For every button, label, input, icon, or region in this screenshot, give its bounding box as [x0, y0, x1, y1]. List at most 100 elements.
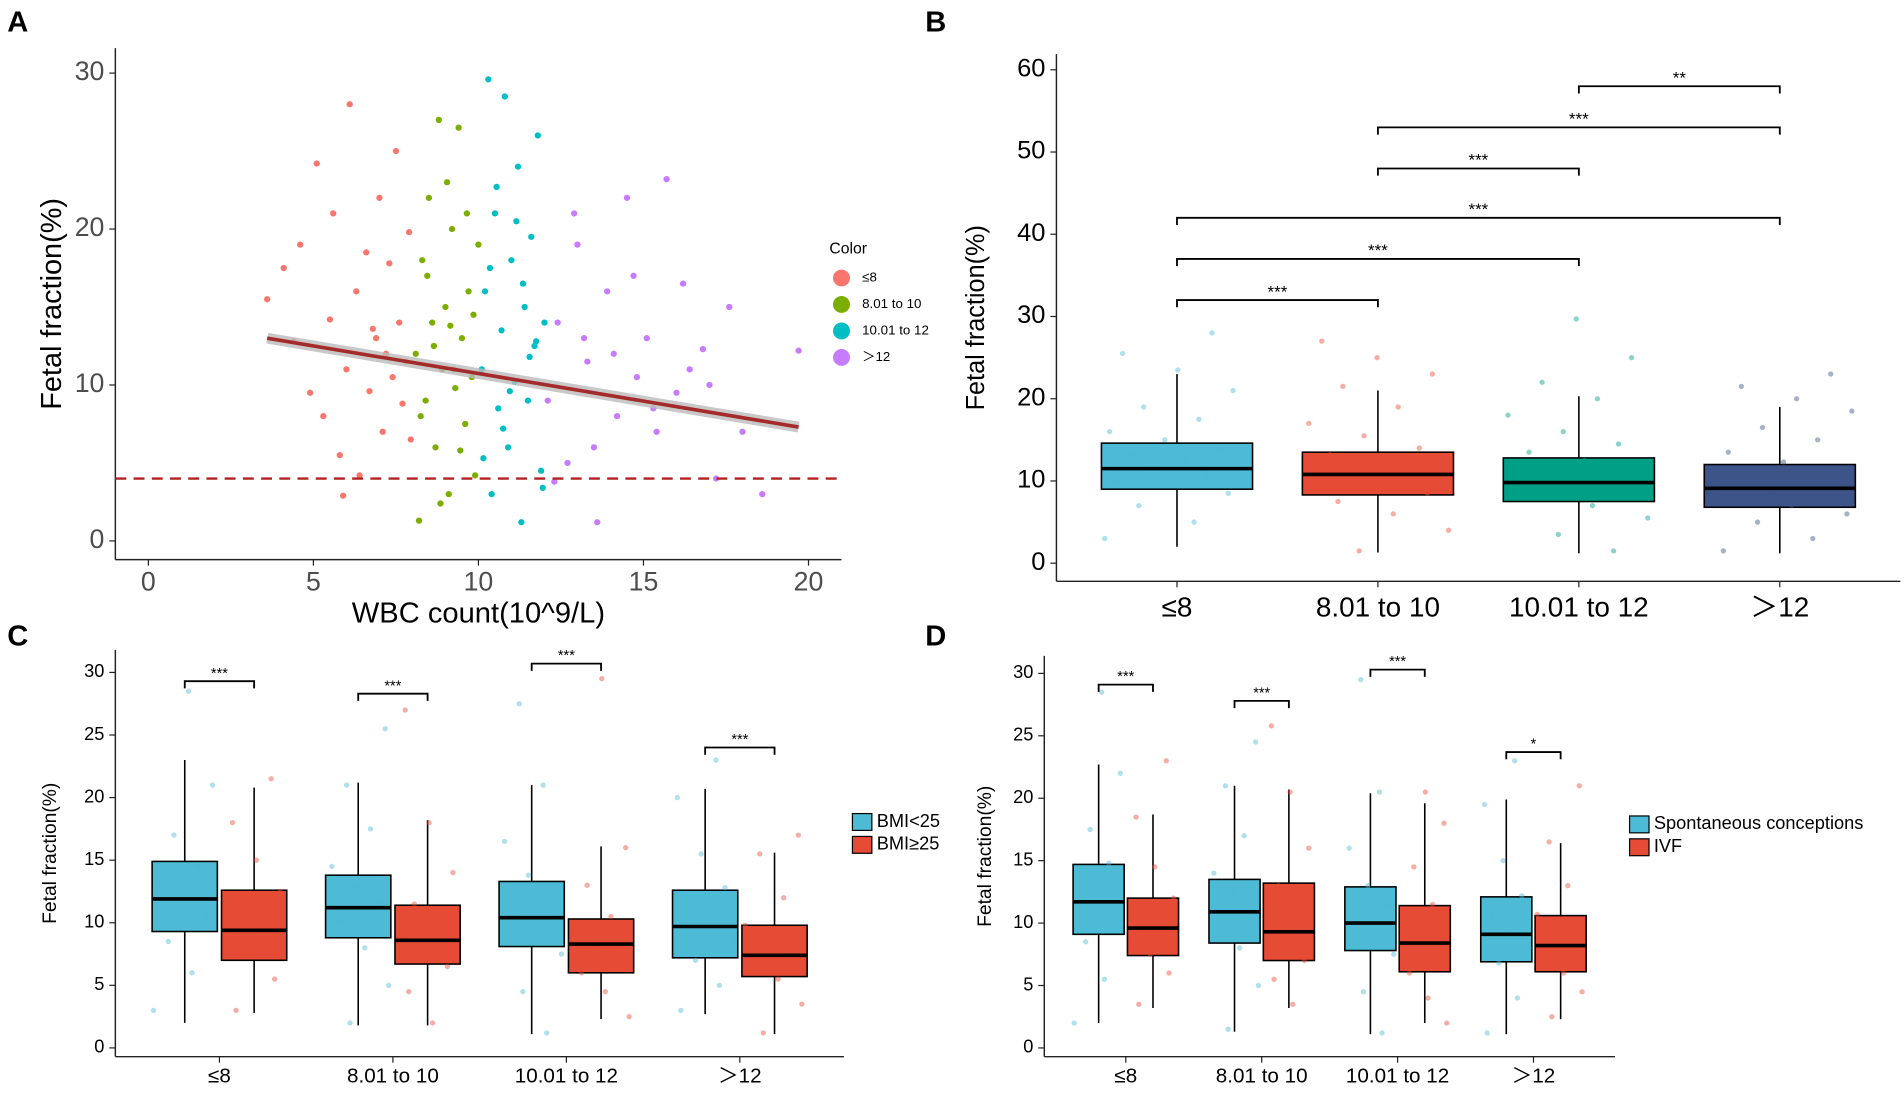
jitter-point	[1436, 954, 1443, 960]
jitter-point	[1191, 519, 1197, 525]
jitter-point	[1849, 408, 1855, 414]
jitter-point	[674, 794, 680, 801]
jitter-point	[195, 863, 201, 870]
jitter-point	[1519, 892, 1525, 899]
significance-label: ***	[1117, 669, 1134, 685]
point	[673, 389, 680, 396]
jitter-point	[1395, 404, 1401, 410]
jitter-point	[780, 895, 787, 901]
jitter-point	[362, 945, 368, 951]
jitter-point	[578, 970, 585, 976]
point	[336, 452, 343, 459]
jitter-point	[1147, 951, 1154, 957]
jitter-point	[1720, 548, 1727, 554]
point	[435, 116, 442, 124]
point	[386, 260, 393, 267]
jitter-point	[1560, 428, 1566, 435]
box	[220, 889, 288, 962]
point	[533, 338, 540, 345]
jitter-point	[584, 882, 590, 888]
point	[712, 475, 720, 482]
y-tick-label: 25	[84, 724, 104, 744]
point	[686, 366, 693, 373]
jitter-point	[608, 913, 614, 920]
significance-bracket	[704, 746, 776, 755]
jitter-point	[229, 819, 236, 826]
jitter-point	[426, 819, 432, 826]
jitter-point	[1319, 338, 1325, 344]
point	[455, 124, 462, 131]
jitter-point	[1229, 889, 1236, 895]
jitter-point	[1746, 471, 1753, 478]
point	[594, 519, 601, 526]
jitter-point	[1623, 488, 1630, 494]
point	[448, 225, 456, 233]
jitter-point	[1358, 676, 1364, 683]
jitter-point	[1802, 476, 1808, 482]
x-tick-label: ＞12	[718, 1065, 762, 1088]
jitter-point	[742, 922, 748, 928]
jitter-point	[1512, 758, 1518, 764]
point	[389, 374, 396, 381]
jitter-point	[406, 988, 412, 995]
jitter-point	[1252, 739, 1259, 745]
jitter-point	[420, 947, 427, 953]
jitter-point	[544, 1030, 550, 1036]
point	[422, 397, 429, 404]
jitter-point	[1565, 882, 1571, 889]
significance-label: *	[1531, 737, 1537, 753]
jitter-point	[731, 937, 737, 943]
point	[663, 176, 670, 183]
jitter-point	[1204, 471, 1210, 478]
point	[457, 447, 464, 454]
jitter-point	[402, 707, 408, 713]
jitter-point	[1534, 911, 1541, 917]
significance-bracket	[1176, 258, 1580, 267]
jitter-point	[1610, 548, 1617, 554]
jitter-point	[1294, 914, 1300, 920]
jitter-point	[1268, 723, 1275, 729]
point	[369, 325, 376, 332]
jitter-point	[1844, 511, 1850, 517]
panel-label: C	[7, 621, 28, 653]
jitter-point	[713, 757, 719, 763]
point	[353, 288, 360, 295]
jitter-point	[1636, 463, 1643, 469]
jitter-point	[1823, 490, 1829, 496]
significance-bracket	[1505, 751, 1562, 760]
jitter-point	[1346, 845, 1352, 851]
legend-key	[833, 322, 850, 340]
point	[521, 303, 528, 311]
jitter-point	[1106, 860, 1112, 866]
jitter-point	[795, 832, 802, 838]
jitter-point	[716, 982, 723, 988]
jitter-point	[1576, 783, 1583, 789]
y-tick-label: 25	[1013, 725, 1033, 745]
jitter-point	[1087, 826, 1093, 833]
y-tick-label: 10	[75, 368, 105, 398]
legend-label: ≤8	[862, 270, 877, 285]
jitter-point	[1101, 535, 1108, 542]
jitter-point	[338, 920, 344, 926]
point	[445, 491, 452, 498]
point	[584, 358, 591, 365]
jitter-point	[376, 901, 383, 907]
jitter-point	[1488, 914, 1495, 920]
point	[396, 319, 403, 326]
jitter-point	[268, 776, 274, 782]
jitter-point	[1314, 478, 1320, 484]
jitter-point	[1115, 478, 1121, 484]
jitter-point	[238, 910, 245, 916]
point	[498, 327, 505, 334]
jitter-point	[1411, 864, 1417, 870]
jitter-point	[382, 726, 388, 732]
jitter-point	[1335, 498, 1341, 505]
point	[415, 517, 423, 524]
point	[739, 428, 746, 435]
jitter-point	[1128, 451, 1134, 457]
point	[313, 160, 320, 167]
legend-label: BMI≥25	[877, 834, 940, 854]
jitter-point	[1217, 445, 1223, 451]
jitter-point	[1579, 989, 1585, 995]
jitter-point	[1255, 982, 1262, 989]
